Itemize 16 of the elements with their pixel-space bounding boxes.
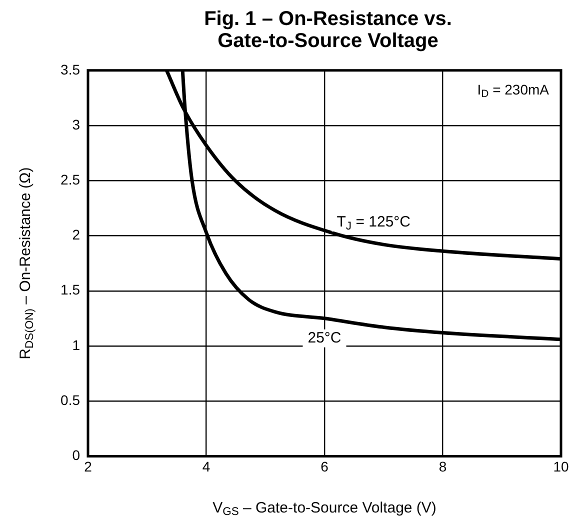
y-tick-label: 2.5 [60, 171, 80, 188]
x-tick-label: 6 [320, 458, 329, 474]
x-tick-label: 8 [438, 458, 447, 474]
x-tick-label: 2 [84, 458, 92, 474]
series-label: 25°C [308, 330, 342, 347]
y-tick-label: 1 [72, 336, 80, 353]
x-tick-label: 10 [553, 458, 569, 474]
y-axis-title: RDS(ON) – On-Resistance (Ω) [17, 167, 36, 360]
y-tick-label: 3 [72, 116, 80, 132]
y-tick-label: 2 [72, 226, 80, 243]
y-tick-label: 0 [72, 447, 80, 464]
y-tick-label: 3.5 [60, 61, 80, 78]
x-tick-label: 4 [202, 458, 210, 474]
y-tick-label: 1.5 [60, 282, 80, 298]
y-tick-label: 0.5 [60, 392, 80, 408]
chart-title: Fig. 1 – On-Resistance vs. Gate-to-Source Voltage [203, 8, 453, 54]
